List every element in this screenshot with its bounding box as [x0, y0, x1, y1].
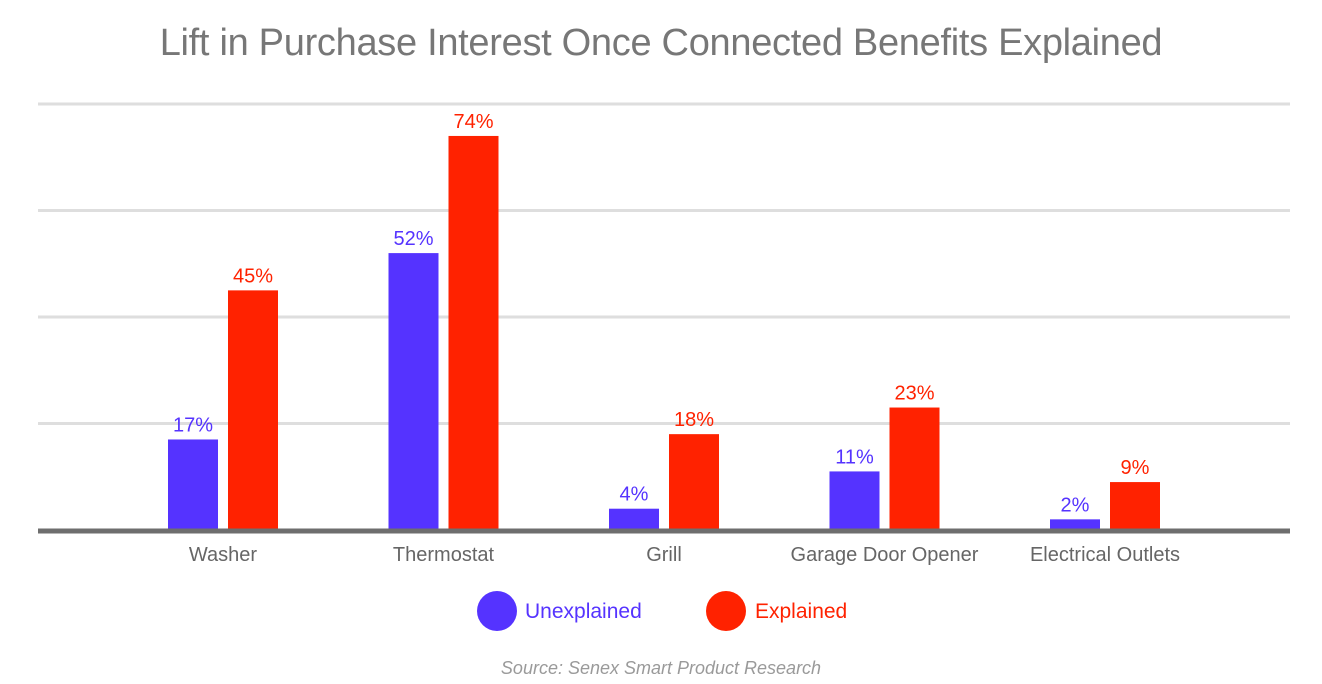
bar-unexplained	[1050, 519, 1100, 530]
bar-unexplained	[829, 471, 880, 530]
bar-unexplained	[168, 439, 218, 530]
x-tick-label: Grill	[646, 544, 682, 566]
data-label: 4%	[620, 484, 649, 506]
x-tick-label: Garage Door Opener	[791, 544, 979, 566]
data-label: 18%	[674, 409, 714, 431]
bar-unexplained	[609, 508, 659, 530]
data-label: 74%	[453, 111, 493, 133]
data-label: 9%	[1121, 457, 1150, 479]
legend-swatch-explained	[706, 591, 746, 631]
bar-explained	[1110, 482, 1160, 530]
x-tick-label: Thermostat	[393, 544, 495, 566]
bar-unexplained	[388, 253, 439, 530]
x-tick-label: Electrical Outlets	[1030, 544, 1180, 566]
data-label: 11%	[835, 446, 874, 468]
data-label: 52%	[393, 228, 433, 250]
legend-label-explained: Explained	[755, 600, 847, 623]
data-label: 2%	[1061, 494, 1090, 516]
chart-title: Lift in Purchase Interest Once Connected…	[159, 22, 1163, 64]
data-label: 17%	[173, 414, 213, 436]
bar-explained	[889, 407, 940, 530]
data-label: 45%	[233, 265, 273, 287]
source-note: Source: Senex Smart Product Research	[500, 658, 822, 678]
data-label: 23%	[894, 383, 934, 405]
legend-swatch-unexplained	[477, 591, 517, 631]
bar-explained	[228, 290, 278, 530]
x-tick-label: Washer	[189, 544, 258, 566]
bar-explained	[669, 434, 719, 530]
bar-explained	[448, 135, 499, 530]
legend-label-unexplained: Unexplained	[525, 600, 642, 623]
